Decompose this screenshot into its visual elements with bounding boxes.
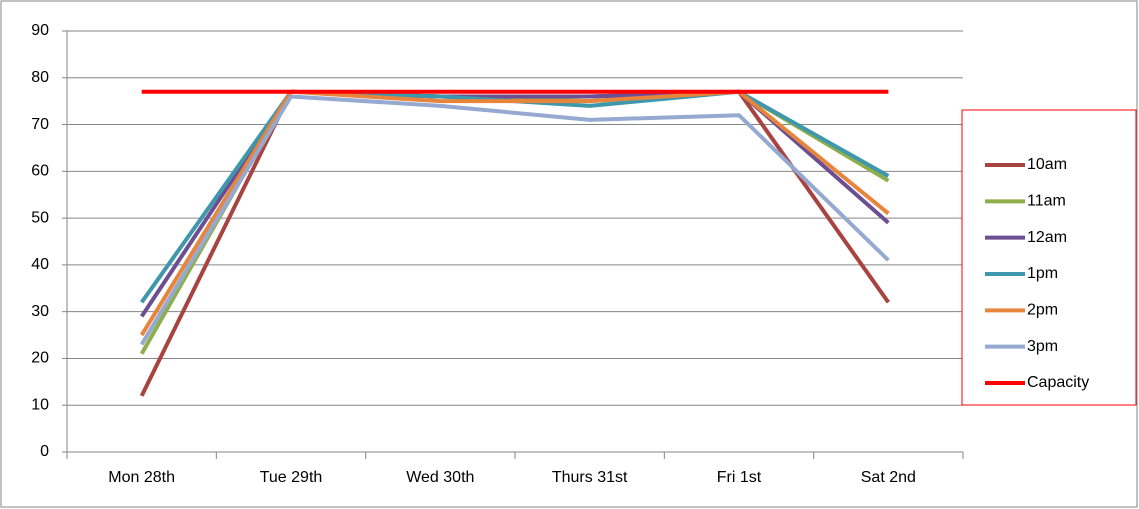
x-tick-label: Sat 2nd [861, 469, 916, 486]
y-tick-label: 40 [31, 256, 49, 273]
legend-label: Capacity [1027, 374, 1089, 391]
y-tick-label: 30 [31, 303, 49, 320]
series-line [139, 89, 890, 337]
legend-label: 1pm [1027, 265, 1058, 282]
legend-label: 11am [1027, 193, 1066, 210]
legend-label: 12am [1027, 229, 1067, 246]
x-tick-label: Wed 30th [406, 469, 474, 486]
series-line [139, 94, 890, 346]
legend-label: 10am [1027, 156, 1067, 173]
y-tick-label: 20 [31, 350, 49, 367]
y-tick-label: 0 [40, 443, 49, 460]
y-tick-label: 50 [31, 209, 49, 226]
x-tick-label: Thurs 31st [552, 469, 628, 486]
y-tick-label: 80 [31, 69, 49, 86]
y-tick-label: 60 [31, 163, 49, 180]
y-tick-label: 90 [31, 22, 49, 39]
x-tick-label: Mon 28th [108, 469, 175, 486]
legend-box [961, 109, 1137, 406]
x-tick-label: Fri 1st [717, 469, 762, 486]
x-tick-label: Tue 29th [260, 469, 323, 486]
y-tick-label: 10 [31, 396, 49, 413]
legend-label: 3pm [1027, 338, 1058, 355]
y-tick-label: 70 [31, 116, 49, 133]
legend-label: 2pm [1027, 302, 1058, 319]
